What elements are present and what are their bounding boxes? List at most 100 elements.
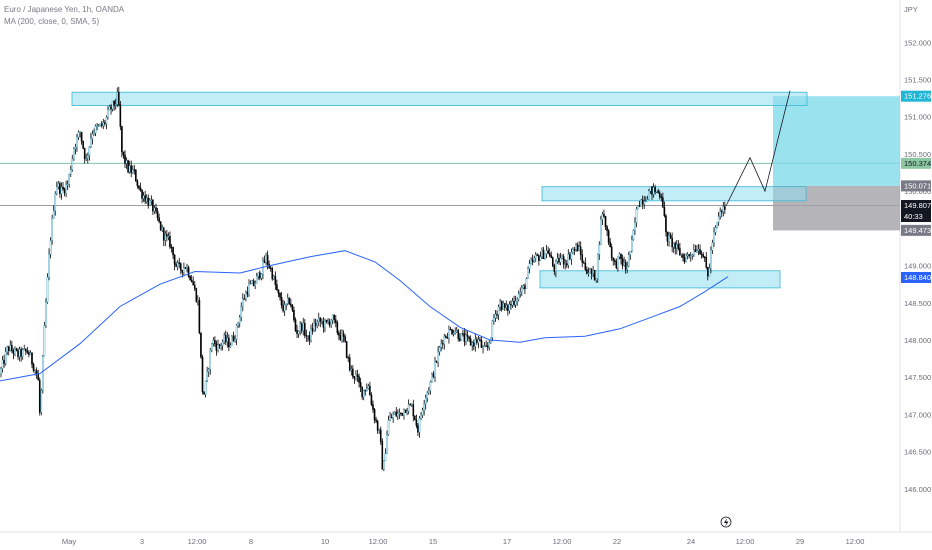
candle-body	[322, 320, 325, 328]
candle-body	[708, 267, 711, 277]
candle-body	[206, 371, 208, 382]
candle-body	[338, 332, 340, 336]
candle-body	[485, 345, 487, 347]
candle-body	[170, 246, 173, 249]
candle-body	[269, 267, 272, 269]
lightning-icon[interactable]	[720, 516, 732, 528]
candle-body	[193, 284, 196, 289]
candle-body	[59, 183, 61, 194]
candle-body	[691, 254, 694, 256]
candle-body	[428, 390, 430, 393]
candle-body	[145, 197, 148, 202]
candle-body	[111, 100, 114, 110]
candle-body	[387, 420, 390, 435]
candle-body	[69, 169, 72, 175]
candle-body	[714, 227, 717, 233]
projection-path[interactable]	[725, 90, 791, 207]
candle-body	[130, 165, 133, 173]
candle-body	[665, 215, 667, 233]
candle-body	[516, 299, 518, 302]
candle-body	[579, 246, 582, 255]
price-tags: 151.276 150.374 150.071 149.807 40:33 149.473…	[901, 90, 931, 283]
symbol-title: Euro / Japanese Yen, 1h, OANDA	[4, 5, 125, 14]
candle-body	[418, 418, 421, 433]
candle-body	[598, 244, 601, 255]
candle-body	[147, 197, 150, 206]
candle-body	[184, 267, 187, 269]
candle-body	[296, 330, 298, 334]
candle-body	[299, 323, 301, 332]
candle-body	[169, 236, 171, 248]
candle-body	[711, 242, 714, 251]
candle-body	[631, 239, 633, 252]
candle-body	[573, 249, 576, 251]
candle-body	[555, 260, 557, 272]
candle-body	[153, 207, 156, 212]
candle-body	[486, 345, 489, 348]
price-tag-green	[901, 157, 931, 169]
candle-body	[4, 351, 7, 364]
candle-body	[282, 304, 284, 312]
candle-body	[562, 256, 565, 265]
candle-body	[114, 104, 117, 106]
candle-body	[197, 299, 199, 302]
candle-body	[538, 255, 540, 261]
candle-body	[152, 199, 154, 212]
candle-body	[462, 333, 464, 335]
candle-body	[138, 185, 140, 189]
candle-body	[290, 303, 292, 306]
candle-body	[291, 305, 294, 311]
supply-demand-zone	[539, 270, 781, 289]
candle-body	[662, 197, 664, 208]
candle-body	[524, 285, 526, 289]
price-axis[interactable]: JPY 152.000 151.500 151.000 150.500 150.000 14…	[904, 5, 931, 494]
candle-body	[553, 265, 556, 272]
candle-body	[66, 184, 69, 186]
candle-body	[604, 216, 607, 228]
candle-body	[83, 148, 86, 160]
candle-body	[263, 260, 266, 263]
chart-legend: Euro / Japanese Yen, 1h, OANDA MA (200, …	[4, 4, 124, 28]
candle-body	[286, 297, 289, 304]
time-axis[interactable]: May 3 12:00 8 10 12:00 15 17 12:00 22 24 12:00 29 12:…	[62, 537, 864, 546]
candle-body	[466, 334, 469, 337]
candle-body	[325, 319, 328, 323]
candle-body	[717, 216, 720, 223]
candle-body	[533, 258, 535, 263]
candle-body	[407, 404, 410, 412]
candle-body	[696, 250, 698, 252]
candle-body	[356, 374, 359, 377]
candle-body	[525, 278, 528, 289]
candle-body	[257, 272, 260, 277]
candle-body	[260, 273, 263, 279]
candle-body	[335, 319, 337, 323]
candle-body	[716, 221, 718, 228]
candle-body	[482, 346, 484, 348]
candle-body	[162, 227, 165, 241]
candle-body	[362, 389, 365, 398]
currency-label: JPY	[904, 5, 918, 14]
candle-body	[350, 368, 353, 371]
candle-body	[231, 336, 233, 346]
candle-body	[195, 288, 198, 302]
price-tag-stop	[901, 180, 931, 192]
candle-body	[212, 339, 215, 344]
candle-body	[507, 305, 509, 311]
zone-rectangles[interactable]	[71, 91, 808, 289]
candle-body	[119, 104, 122, 127]
candle-body	[722, 206, 725, 212]
candle-body	[634, 222, 636, 231]
long-position-tool[interactable]	[773, 96, 900, 231]
candle-body	[361, 386, 363, 398]
candle-body	[432, 373, 435, 377]
candle-body	[293, 310, 295, 320]
price-tag-label: 148.840	[904, 273, 931, 282]
candle-body	[305, 335, 308, 337]
y-tick-label: 148.000	[904, 336, 931, 345]
candle-body	[341, 333, 343, 340]
candle-body	[393, 411, 396, 415]
candle-body	[285, 303, 288, 306]
candle-body	[186, 266, 188, 269]
candle-body	[465, 334, 467, 342]
